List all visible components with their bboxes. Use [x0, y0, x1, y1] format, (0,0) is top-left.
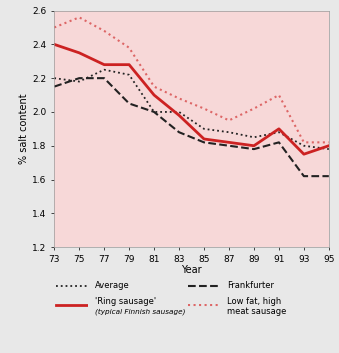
Text: Frankfurter: Frankfurter [227, 281, 274, 290]
Average [327, 147, 331, 151]
Frankfurter [102, 76, 106, 80]
Low fat, high [152, 84, 156, 89]
Line: Average: Average [54, 70, 329, 149]
Low fat, high [302, 140, 306, 144]
Low fat, high [327, 140, 331, 144]
Low fat, high [52, 25, 56, 30]
Average [177, 110, 181, 114]
Text: 'Ring sausage': 'Ring sausage' [95, 297, 156, 306]
Frankfurter [52, 84, 56, 89]
Y-axis label: % salt content: % salt content [19, 94, 29, 164]
Average [302, 144, 306, 148]
Frankfurter [227, 144, 231, 148]
'Ring sausage' [177, 113, 181, 118]
Frankfurter [202, 140, 206, 144]
'Ring sausage' [277, 127, 281, 131]
Average [202, 127, 206, 131]
Frankfurter [277, 140, 281, 144]
Line: Frankfurter: Frankfurter [54, 78, 329, 176]
Low fat, high [177, 96, 181, 101]
'Ring sausage' [52, 42, 56, 47]
Low fat, high [252, 107, 256, 111]
Average [102, 67, 106, 72]
Average [227, 130, 231, 134]
'Ring sausage' [202, 137, 206, 141]
'Ring sausage' [127, 62, 131, 67]
Frankfurter [127, 101, 131, 106]
Frankfurter [77, 76, 81, 80]
'Ring sausage' [227, 140, 231, 144]
'Ring sausage' [252, 144, 256, 148]
Average [127, 73, 131, 77]
Low fat, high [77, 15, 81, 19]
'Ring sausage' [152, 93, 156, 97]
Average [152, 110, 156, 114]
X-axis label: Year: Year [181, 265, 202, 275]
Frankfurter [302, 174, 306, 178]
'Ring sausage' [77, 51, 81, 55]
Frankfurter [152, 110, 156, 114]
Text: Low fat, high: Low fat, high [227, 297, 281, 306]
Frankfurter [177, 130, 181, 134]
'Ring sausage' [302, 152, 306, 156]
Text: meat sausage: meat sausage [227, 307, 286, 316]
Average [77, 79, 81, 84]
Average [277, 130, 281, 134]
Low fat, high [127, 46, 131, 50]
Text: (typical Finnish sausage): (typical Finnish sausage) [95, 308, 185, 315]
Low fat, high [202, 107, 206, 111]
Frankfurter [327, 174, 331, 178]
Low fat, high [277, 93, 281, 97]
Frankfurter [252, 147, 256, 151]
Low fat, high [227, 118, 231, 122]
Low fat, high [102, 29, 106, 33]
'Ring sausage' [327, 144, 331, 148]
Line: Low fat, high: Low fat, high [54, 17, 329, 142]
Average [252, 135, 256, 139]
Line: 'Ring sausage': 'Ring sausage' [54, 44, 329, 154]
'Ring sausage' [102, 62, 106, 67]
Text: Average: Average [95, 281, 130, 290]
Average [52, 76, 56, 80]
